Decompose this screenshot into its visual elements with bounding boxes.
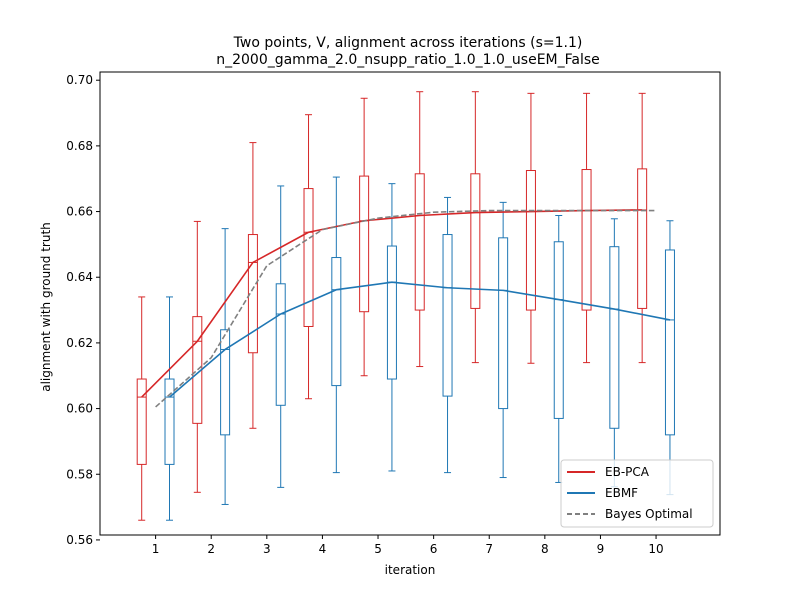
x-tick-label: 3 xyxy=(263,542,271,556)
x-tick-label: 9 xyxy=(597,542,605,556)
eb-pca-box xyxy=(581,169,592,311)
ebmf-box xyxy=(498,237,509,410)
x-tick-label: 8 xyxy=(541,542,549,556)
ebmf-box xyxy=(386,245,397,380)
eb-pca-box xyxy=(303,188,314,327)
x-tick-label: 4 xyxy=(319,542,327,556)
chart-title: Two points, V, alignment across iteratio… xyxy=(233,35,583,51)
legend-label-eb-pca: EB-PCA xyxy=(605,465,650,479)
eb-pca-box xyxy=(525,170,536,311)
eb-pca-box xyxy=(414,173,425,311)
y-tick-label: 0.62 xyxy=(66,336,93,350)
x-tick-label: 7 xyxy=(485,542,493,556)
y-tick-label: 0.60 xyxy=(66,402,93,416)
y-tick-label: 0.68 xyxy=(66,139,93,153)
y-axis-label: alignment with ground truth xyxy=(39,222,53,392)
ebmf-box xyxy=(553,241,564,419)
legend-frame xyxy=(560,459,714,528)
y-tick-label: 0.66 xyxy=(66,205,93,219)
eb-pca-box xyxy=(247,234,258,354)
eb-pca-box xyxy=(637,168,648,309)
x-tick-label: 5 xyxy=(374,542,382,556)
eb-pca-box xyxy=(359,175,370,313)
bayes-optimal-series-line xyxy=(155,209,657,408)
axes-frame xyxy=(99,71,721,536)
x-tick-label: 6 xyxy=(430,542,438,556)
ebmf-box xyxy=(442,234,453,397)
x-tick-label: 10 xyxy=(648,542,663,556)
ebmf-box xyxy=(275,283,286,406)
ebmf-box xyxy=(164,378,175,465)
eb-pca-box xyxy=(136,378,147,465)
legend: EB-PCA EBMF Bayes Optimal xyxy=(560,459,714,528)
y-tick-label: 0.58 xyxy=(66,467,93,481)
x-tick-label: 2 xyxy=(207,542,215,556)
plot-area: 0.56 0.58 0.60 0.62 0.64 0.66 0.68 0.70 1 2 3 4 5 6 7 8… xyxy=(66,71,721,556)
eb-pca-series-line xyxy=(141,209,643,398)
eb-pca-box xyxy=(470,173,481,309)
ebmf-series-line xyxy=(168,281,671,398)
x-axis-label: iteration xyxy=(385,563,436,577)
ebmf-box xyxy=(220,329,231,436)
x-tick-label: 1 xyxy=(152,542,160,556)
y-tick-label: 0.64 xyxy=(66,270,93,284)
ebmf-box xyxy=(609,246,620,429)
chart-subtitle: n_2000_gamma_2.0_nsupp_ratio_1.0_1.0_use… xyxy=(216,52,600,68)
y-tick-label: 0.56 xyxy=(66,533,93,547)
ebmf-box xyxy=(664,249,675,436)
y-tick-label: 0.70 xyxy=(66,73,93,87)
ebmf-box xyxy=(331,257,342,387)
legend-label-ebmf: EBMF xyxy=(605,486,638,500)
legend-label-bayes-optimal: Bayes Optimal xyxy=(605,507,693,521)
